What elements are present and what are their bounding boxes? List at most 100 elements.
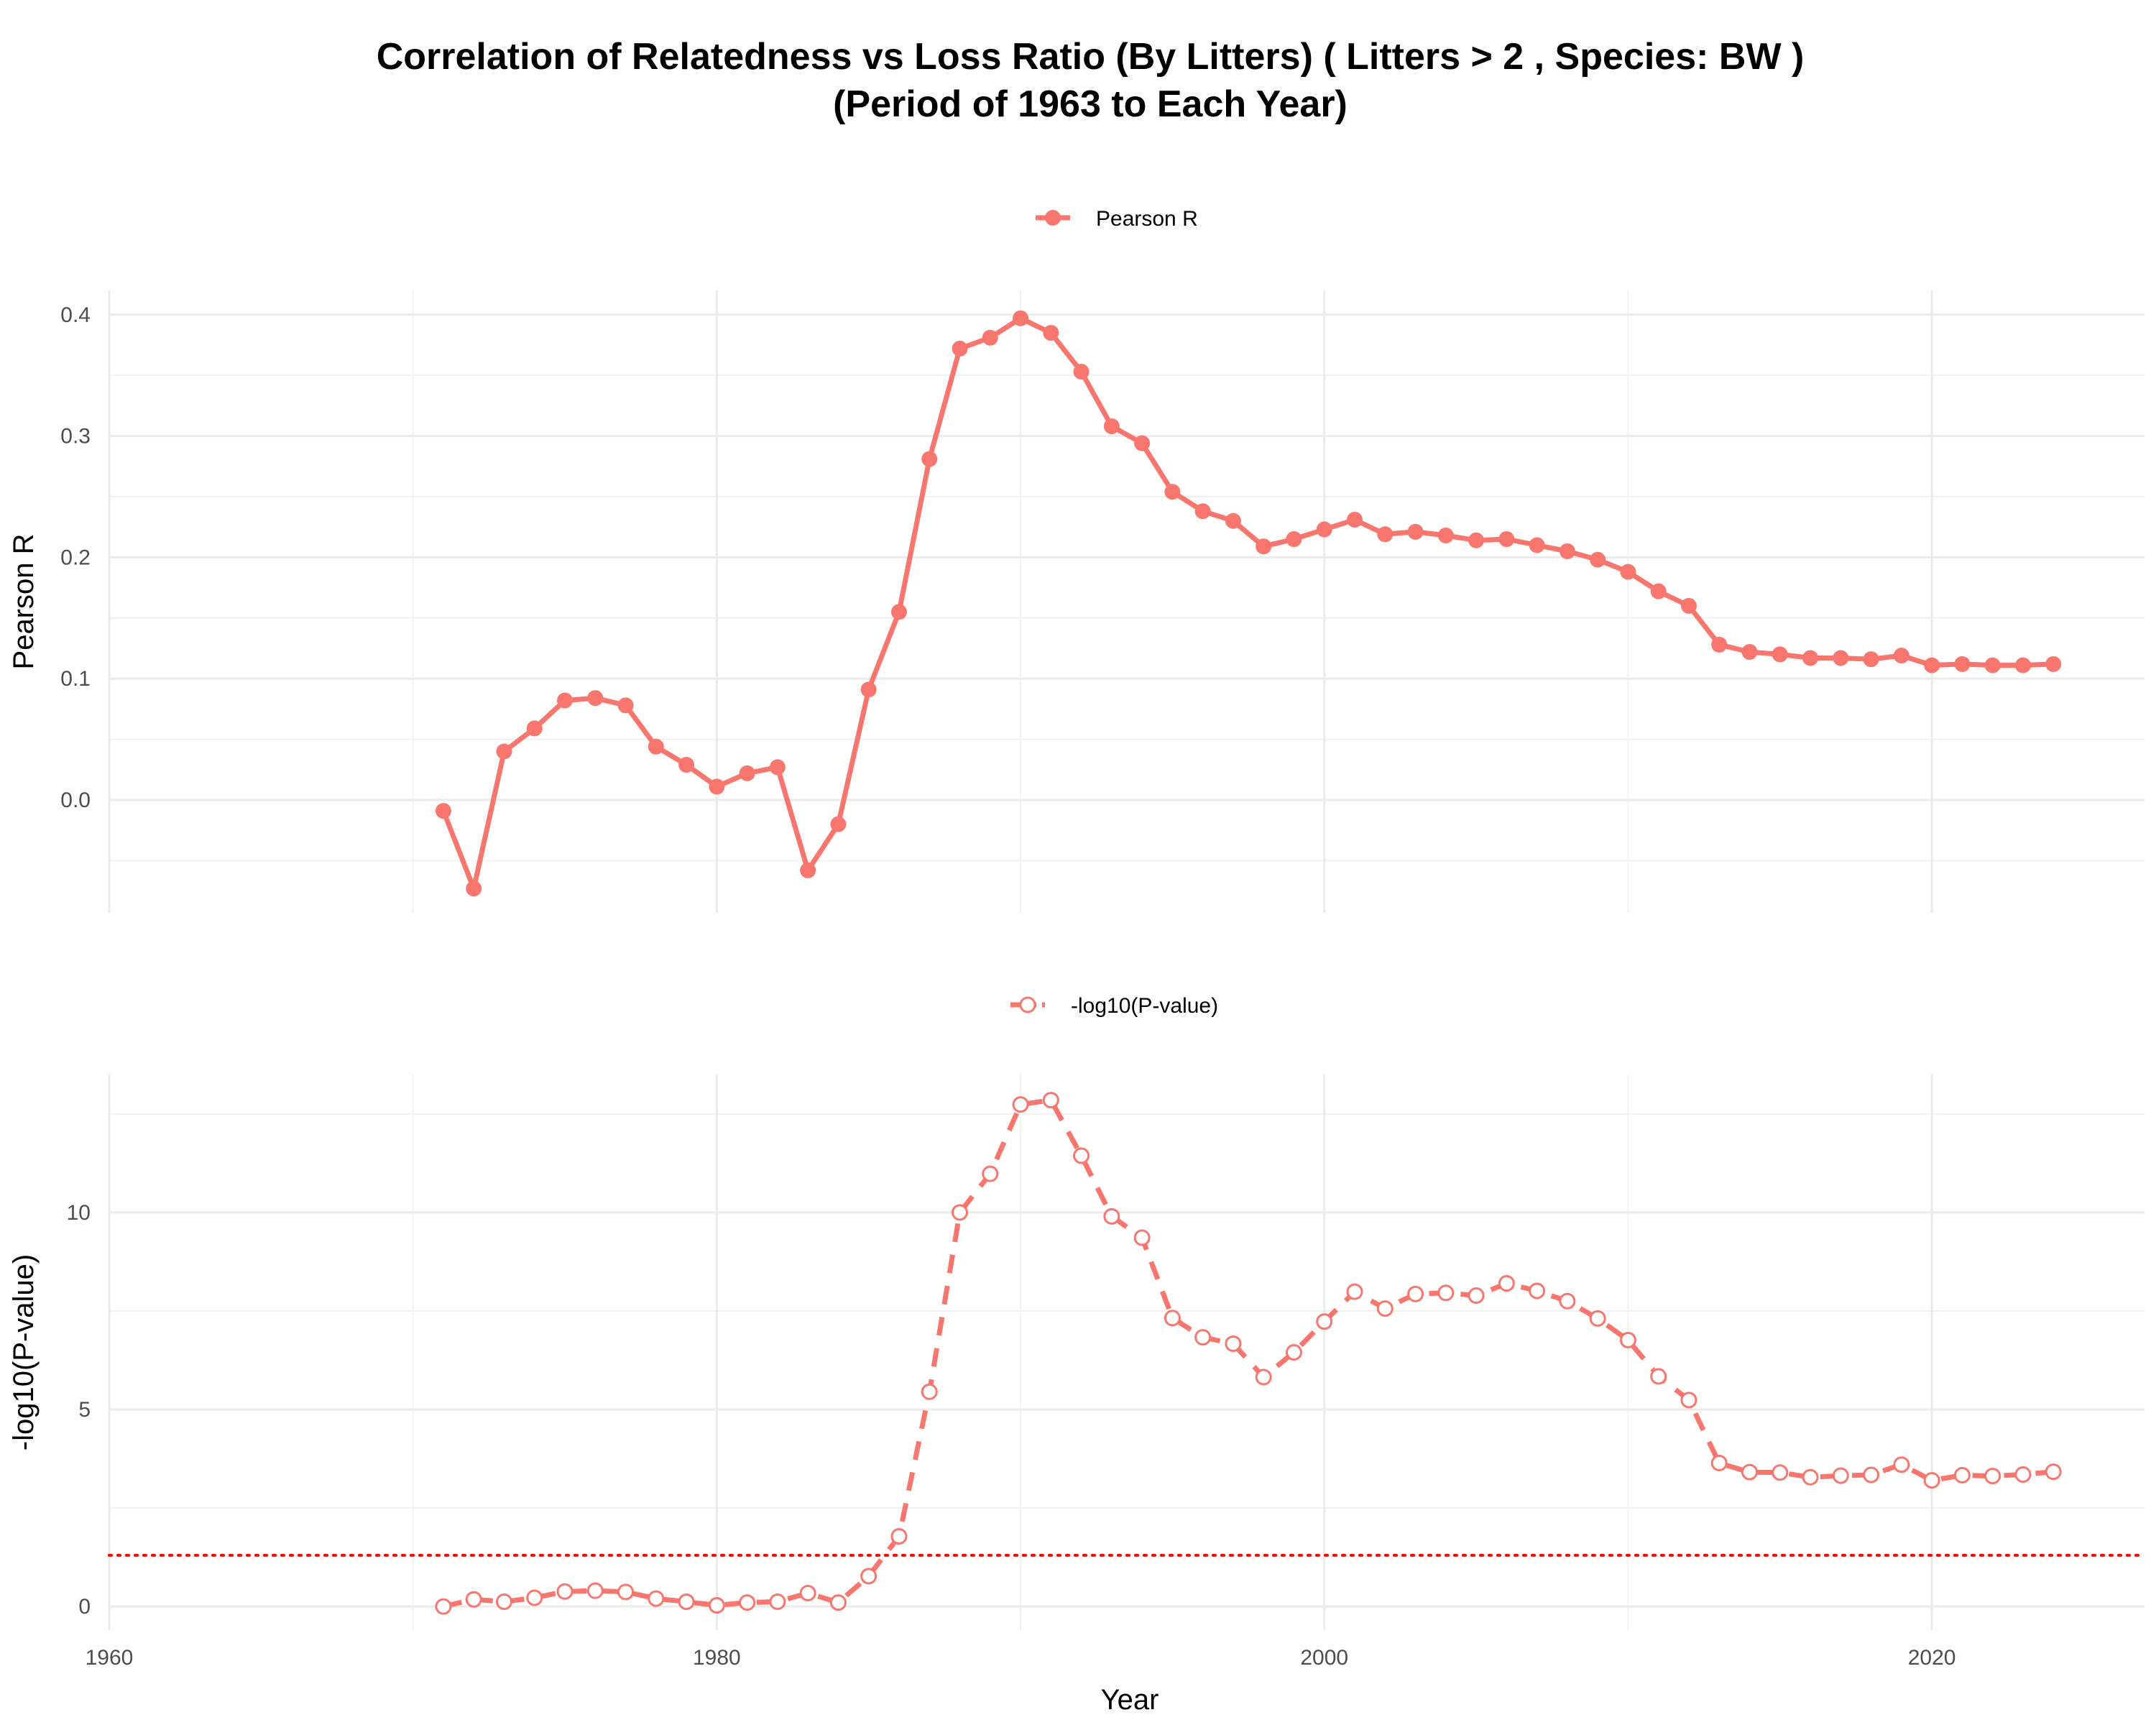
data-point: [1042, 1092, 1059, 1109]
data-point: [1802, 1468, 1819, 1486]
data-point: [1316, 521, 1332, 538]
y-tick-label: 0.4: [60, 303, 91, 327]
data-point: [1529, 537, 1545, 553]
data-point: [1073, 364, 1089, 380]
data-point: [556, 1583, 573, 1600]
y-tick-label: 0.2: [60, 546, 91, 569]
data-point: [1863, 651, 1879, 668]
data-point: [1680, 597, 1697, 614]
data-point: [800, 862, 816, 878]
data-point: [1164, 484, 1181, 500]
data-point: [1680, 1392, 1697, 1409]
data-point: [617, 697, 634, 714]
data-point: [952, 341, 968, 357]
data-point: [1043, 325, 1059, 341]
data-point: [648, 1590, 665, 1607]
data-point: [557, 692, 573, 709]
x-tick-label: 1980: [693, 1646, 741, 1670]
data-point: [1620, 564, 1636, 580]
legend-key-marker: [1019, 996, 1036, 1013]
data-point: [1498, 1275, 1515, 1292]
data-point: [921, 1383, 938, 1400]
legend-label: Pearson R: [1096, 207, 1198, 231]
data-point: [1559, 543, 1575, 559]
data-point: [1529, 1282, 1546, 1300]
data-point: [708, 1596, 725, 1614]
data-point: [1103, 418, 1120, 435]
data-point: [1590, 551, 1606, 568]
data-point: [1407, 1285, 1424, 1302]
data-point: [1559, 1292, 1576, 1310]
data-point: [1589, 1310, 1606, 1327]
data-point: [952, 1204, 969, 1221]
data-point: [1923, 1472, 1940, 1489]
data-point: [1468, 1287, 1485, 1305]
data-point: [890, 604, 907, 620]
data-point: [1194, 1329, 1212, 1346]
data-point: [1073, 1147, 1090, 1164]
data-point: [1863, 1466, 1880, 1484]
chart-title-line1: Correlation of Relatedness vs Loss Ratio…: [377, 36, 1805, 78]
data-point: [739, 765, 755, 781]
data-point: [1619, 1332, 1636, 1349]
y-axis-title: Pearson R: [8, 534, 40, 670]
data-point: [829, 1594, 847, 1611]
data-point: [435, 803, 451, 819]
data-point: [982, 1165, 999, 1182]
data-point: [1468, 532, 1485, 548]
data-point: [1984, 657, 2001, 673]
data-point: [617, 1583, 635, 1601]
data-point: [1772, 1464, 1789, 1481]
data-point: [709, 778, 725, 795]
data-point: [1437, 527, 1454, 543]
data-point: [860, 1568, 877, 1585]
y-tick-label: 0.0: [60, 788, 91, 812]
data-point: [1316, 1313, 1333, 1330]
data-point: [1893, 648, 1909, 664]
data-point: [1194, 503, 1211, 520]
data-point: [1833, 650, 1849, 666]
data-point: [1437, 1284, 1455, 1302]
data-point: [1286, 531, 1302, 548]
data-point: [678, 757, 695, 773]
data-point: [1924, 657, 1940, 673]
data-point: [1103, 1208, 1120, 1225]
y-tick-label: 0.3: [60, 425, 91, 448]
data-point: [2014, 657, 2031, 673]
data-point: [526, 1589, 543, 1606]
data-point: [830, 816, 847, 832]
data-point: [1802, 650, 1819, 666]
data-point: [496, 743, 512, 760]
data-point: [1650, 583, 1667, 599]
data-point: [1741, 644, 1758, 661]
data-point: [860, 681, 877, 698]
data-point: [1285, 1344, 1302, 1361]
plot-layer: 0.0 0.1 0.2 0.3 0.4 Pearson R Pearson R 0 5 10 -lo…: [8, 207, 2146, 1670]
data-point: [921, 451, 938, 467]
data-point: [1407, 523, 1424, 540]
data-point: [587, 690, 604, 707]
data-point: [2045, 1463, 2062, 1481]
data-point: [890, 1528, 908, 1545]
data-point: [1710, 1455, 1728, 1472]
data-point: [526, 720, 543, 737]
data-point: [1741, 1463, 1759, 1481]
x-tick-label: 1960: [86, 1646, 134, 1670]
data-point: [1893, 1456, 1910, 1473]
data-point: [586, 1582, 604, 1599]
data-point: [2014, 1466, 2032, 1483]
data-point: [982, 329, 998, 346]
y-tick-label: 0: [78, 1595, 91, 1619]
y-tick-label: 0.1: [60, 667, 91, 691]
legend-label: -log10(P-value): [1071, 994, 1218, 1018]
data-point: [1225, 1335, 1242, 1352]
data-point: [1954, 656, 1971, 672]
data-point: [1984, 1468, 2001, 1485]
data-point: [1255, 1368, 1272, 1386]
data-point: [648, 738, 664, 755]
x-tick-label: 2000: [1300, 1646, 1348, 1670]
data-point: [465, 1591, 482, 1608]
data-point: [435, 1598, 452, 1615]
